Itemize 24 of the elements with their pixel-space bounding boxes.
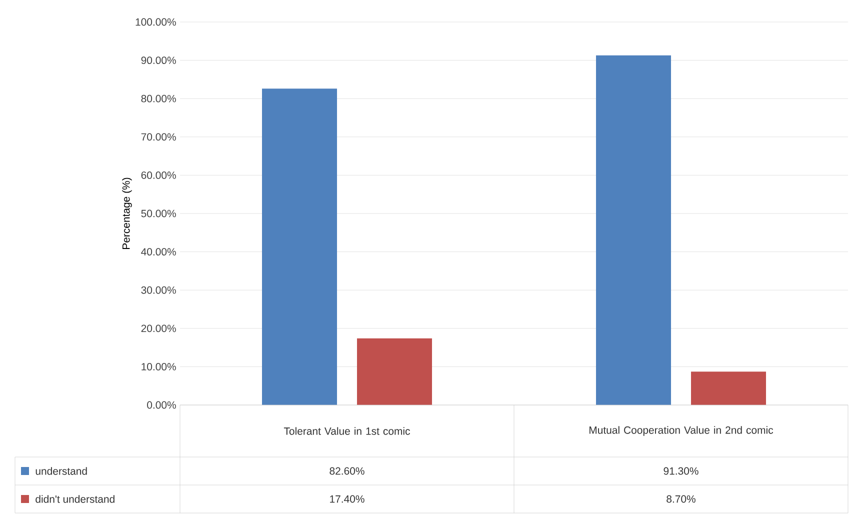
x-tick-label: Mutual Cooperation Value in 2nd comic — [590, 426, 774, 436]
y-tick-label: 70.00% — [141, 133, 176, 141]
data-label: 82.60% — [330, 467, 364, 475]
data-label: 8.70% — [666, 495, 696, 503]
legend-label: didn't understand — [36, 495, 114, 503]
x-tick-label: Tolerant Value in 1st comic — [284, 427, 410, 435]
bar — [596, 55, 672, 406]
y-tick-label: 40.00% — [141, 248, 176, 256]
y-tick-label: 20.00% — [141, 324, 176, 332]
bar — [691, 372, 766, 406]
y-tick-label: 30.00% — [141, 286, 176, 294]
y-tick-label: 50.00% — [141, 210, 176, 218]
data-label: 17.40% — [330, 495, 364, 503]
y-tick-label: 60.00% — [141, 172, 176, 179]
y-tick-label: 80.00% — [141, 94, 176, 102]
bar — [357, 338, 432, 406]
y-axis-title: Percentage (%) — [122, 178, 132, 249]
bar — [262, 88, 338, 406]
y-tick-label: 90.00% — [141, 56, 176, 64]
y-tick-label: 0.00% — [147, 401, 176, 409]
data-label: 91.30% — [664, 467, 698, 475]
y-tick-label: 10.00% — [142, 363, 176, 370]
legend-label: understand — [36, 467, 87, 475]
y-tick-label: 100.00% — [136, 18, 176, 26]
